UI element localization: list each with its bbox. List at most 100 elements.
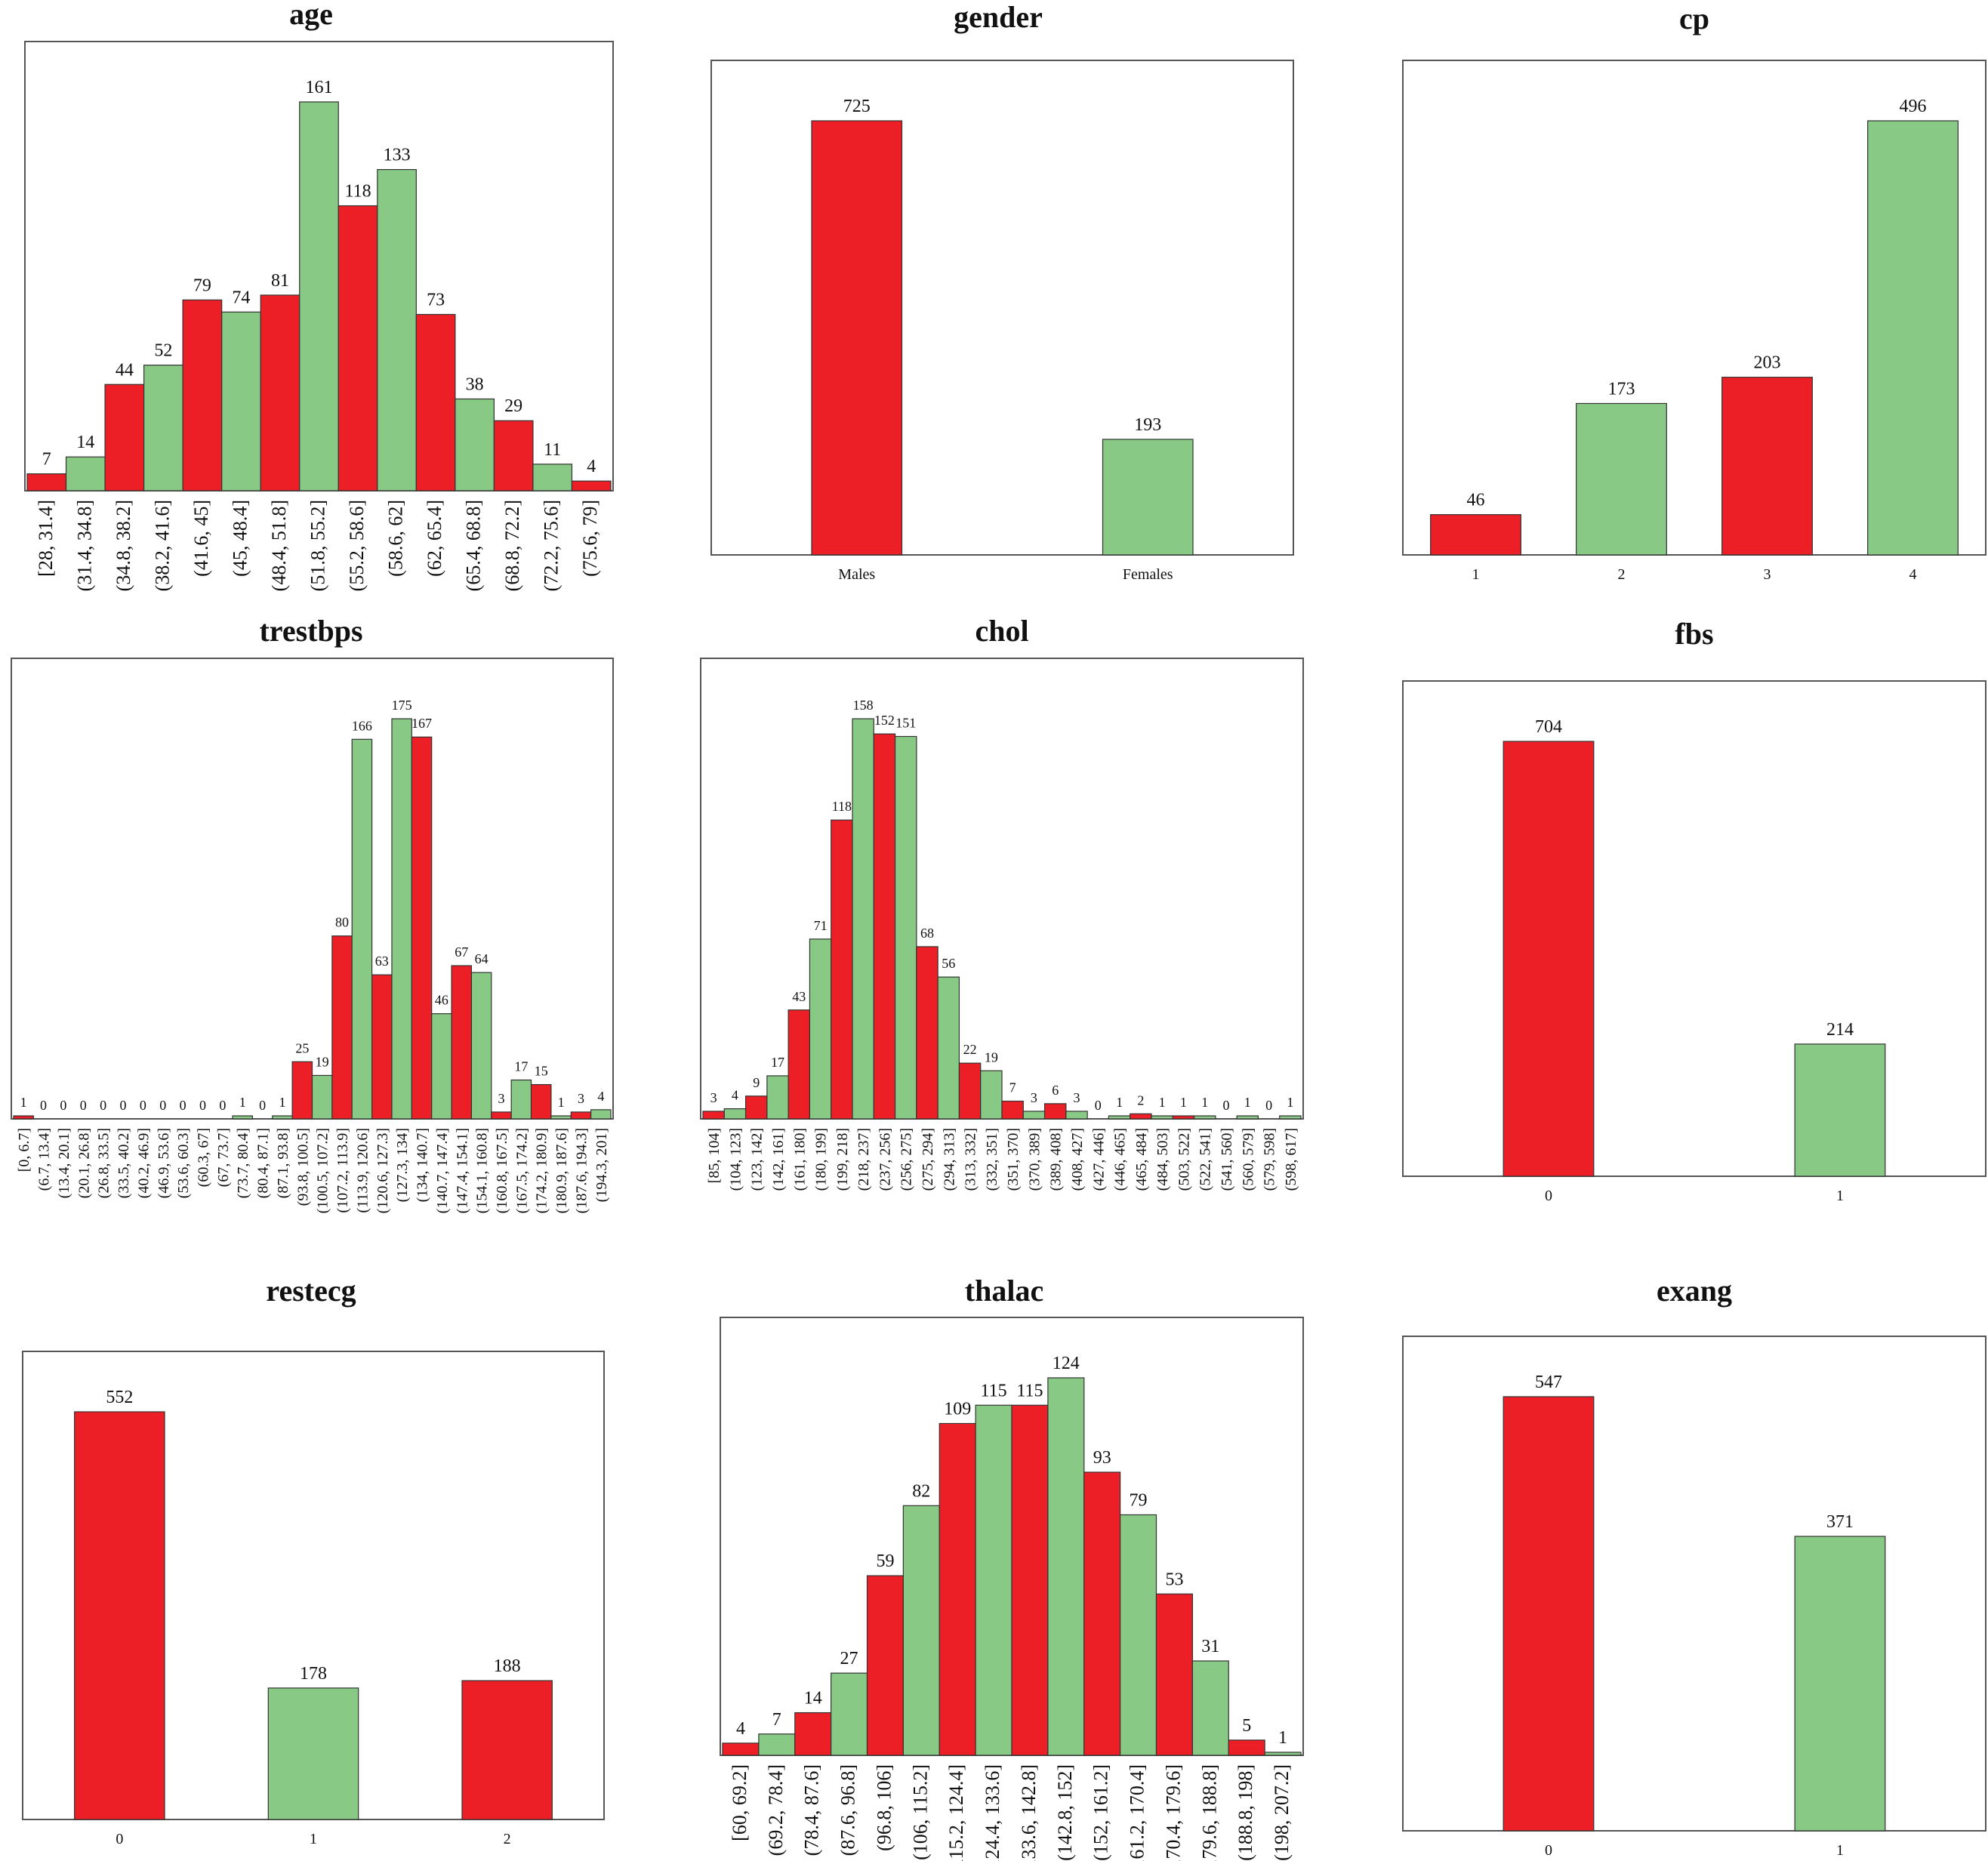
- tick-label: (133.6, 142.8]: [1018, 1764, 1040, 1861]
- chart-title: fbs: [1675, 617, 1713, 651]
- tick-label: (351, 370]: [1005, 1128, 1022, 1191]
- data-label: 56: [942, 956, 955, 971]
- tick-label: (13.4, 20.1]: [56, 1128, 72, 1198]
- data-label: 3: [498, 1091, 504, 1106]
- tick-label: (104, 123]: [727, 1128, 744, 1191]
- bar-chol-23: [1193, 1115, 1216, 1120]
- data-label: 7: [42, 450, 51, 470]
- tick-label: 2: [504, 1831, 511, 1847]
- chart-exang: exang 547 0 371 1: [1402, 1274, 1986, 1859]
- bar-chol-4: [787, 1009, 811, 1120]
- chart-fbs: fbs 704 0 214 1: [1402, 617, 1986, 1204]
- bar-thalac-6: [939, 1422, 976, 1756]
- bar-age-3: [143, 365, 183, 491]
- data-label: 0: [40, 1098, 47, 1113]
- bar-age-2: [104, 384, 145, 491]
- tick-label: [85, 104]: [706, 1128, 723, 1183]
- data-label: 1: [279, 1095, 285, 1110]
- data-label: 118: [344, 182, 371, 202]
- tick-label: 1: [1472, 566, 1480, 583]
- plot-frame: [1402, 680, 1986, 1177]
- tick-label: (275, 294]: [920, 1128, 936, 1191]
- tick-label: (180, 199]: [813, 1128, 830, 1191]
- data-label: 7: [772, 1710, 781, 1730]
- tick-label: (68.8, 72.2]: [501, 500, 523, 591]
- data-label: 1: [1287, 1095, 1293, 1110]
- bar-exang-0: [1503, 1396, 1595, 1832]
- data-label: 3: [1074, 1090, 1080, 1105]
- bar-trestbps-29: [590, 1109, 612, 1120]
- data-label: 38: [466, 374, 484, 394]
- bar-thalac-5: [902, 1505, 940, 1756]
- data-label: 1: [1278, 1728, 1287, 1748]
- chart-title: age: [289, 0, 333, 31]
- data-label: 161: [306, 78, 333, 97]
- tick-label: 1: [1836, 1188, 1844, 1204]
- data-label: 0: [140, 1098, 146, 1113]
- data-label: 725: [843, 97, 871, 116]
- data-label: 64: [475, 951, 489, 966]
- data-label: 46: [435, 993, 448, 1008]
- data-label: 203: [1754, 353, 1781, 373]
- bar-trestbps-22: [451, 965, 473, 1120]
- bar-chol-27: [1279, 1115, 1302, 1120]
- data-label: 4: [736, 1719, 745, 1739]
- bar-trestbps-24: [491, 1111, 512, 1120]
- bar-thalac-2: [794, 1712, 832, 1756]
- tick-label: (465, 484]: [1133, 1128, 1150, 1191]
- data-label: 74: [232, 288, 250, 307]
- bar-trestbps-27: [550, 1115, 572, 1120]
- tick-label: [0, 6.7]: [16, 1128, 32, 1172]
- tick-label: (522, 541]: [1197, 1128, 1214, 1191]
- tick-label: (167.5, 174.2]: [513, 1128, 530, 1213]
- bar-trestbps-16: [331, 935, 353, 1120]
- tick-label: (62, 65.4]: [424, 500, 445, 577]
- data-label: 547: [1535, 1373, 1562, 1392]
- bar-trestbps-15: [311, 1074, 333, 1120]
- data-label: 68: [920, 926, 934, 941]
- bar-gender-1: [1102, 439, 1194, 556]
- plot-frame: [1402, 60, 1986, 556]
- bar-trestbps-0: [13, 1115, 34, 1120]
- bar-chol-11: [937, 976, 960, 1120]
- tick-label: (41.6, 45]: [190, 500, 212, 577]
- data-label: 73: [427, 290, 445, 310]
- tick-label: (100.5, 107.2]: [315, 1128, 331, 1213]
- data-label: 46: [1467, 491, 1485, 510]
- bar-age-12: [493, 420, 534, 491]
- bar-chol-21: [1151, 1115, 1173, 1120]
- chart-title: chol: [975, 614, 1028, 648]
- bar-age-1: [65, 456, 106, 491]
- data-label: 19: [985, 1049, 998, 1065]
- data-label: 133: [384, 146, 411, 165]
- tick-label: (33.5, 40.2]: [116, 1128, 132, 1198]
- tick-label: 1: [310, 1831, 317, 1847]
- data-label: 11: [544, 440, 561, 460]
- tick-label: (113.9, 120.6]: [354, 1128, 371, 1213]
- tick-label: (20.1, 26.8]: [76, 1128, 92, 1198]
- bar-age-10: [415, 313, 456, 491]
- data-label: 81: [271, 271, 289, 291]
- bar-thalac-10: [1083, 1471, 1121, 1756]
- bar-thalac-11: [1120, 1514, 1157, 1756]
- data-label: 0: [1095, 1098, 1102, 1113]
- bar-cp-1: [1576, 402, 1667, 556]
- bar-trestbps-17: [351, 738, 373, 1120]
- data-label: 118: [832, 799, 852, 814]
- data-label: 193: [1134, 415, 1161, 435]
- tick-label: (48.4, 51.8]: [268, 500, 290, 591]
- tick-label: (160.8, 167.5]: [494, 1128, 510, 1213]
- tick-label: (147.4, 154.1]: [454, 1128, 470, 1213]
- chart-title: exang: [1657, 1274, 1732, 1308]
- data-label: 1: [239, 1095, 246, 1110]
- bar-age-5: [221, 311, 261, 491]
- data-label: 1: [1159, 1095, 1166, 1110]
- bar-chol-9: [894, 735, 917, 1120]
- data-label: 15: [535, 1064, 548, 1079]
- data-label: 93: [1093, 1448, 1111, 1468]
- tick-label: (170.4, 179.6]: [1162, 1764, 1184, 1861]
- tick-label: (45, 48.4]: [229, 500, 251, 577]
- bar-chol-2: [744, 1095, 768, 1120]
- data-label: 1: [20, 1095, 27, 1110]
